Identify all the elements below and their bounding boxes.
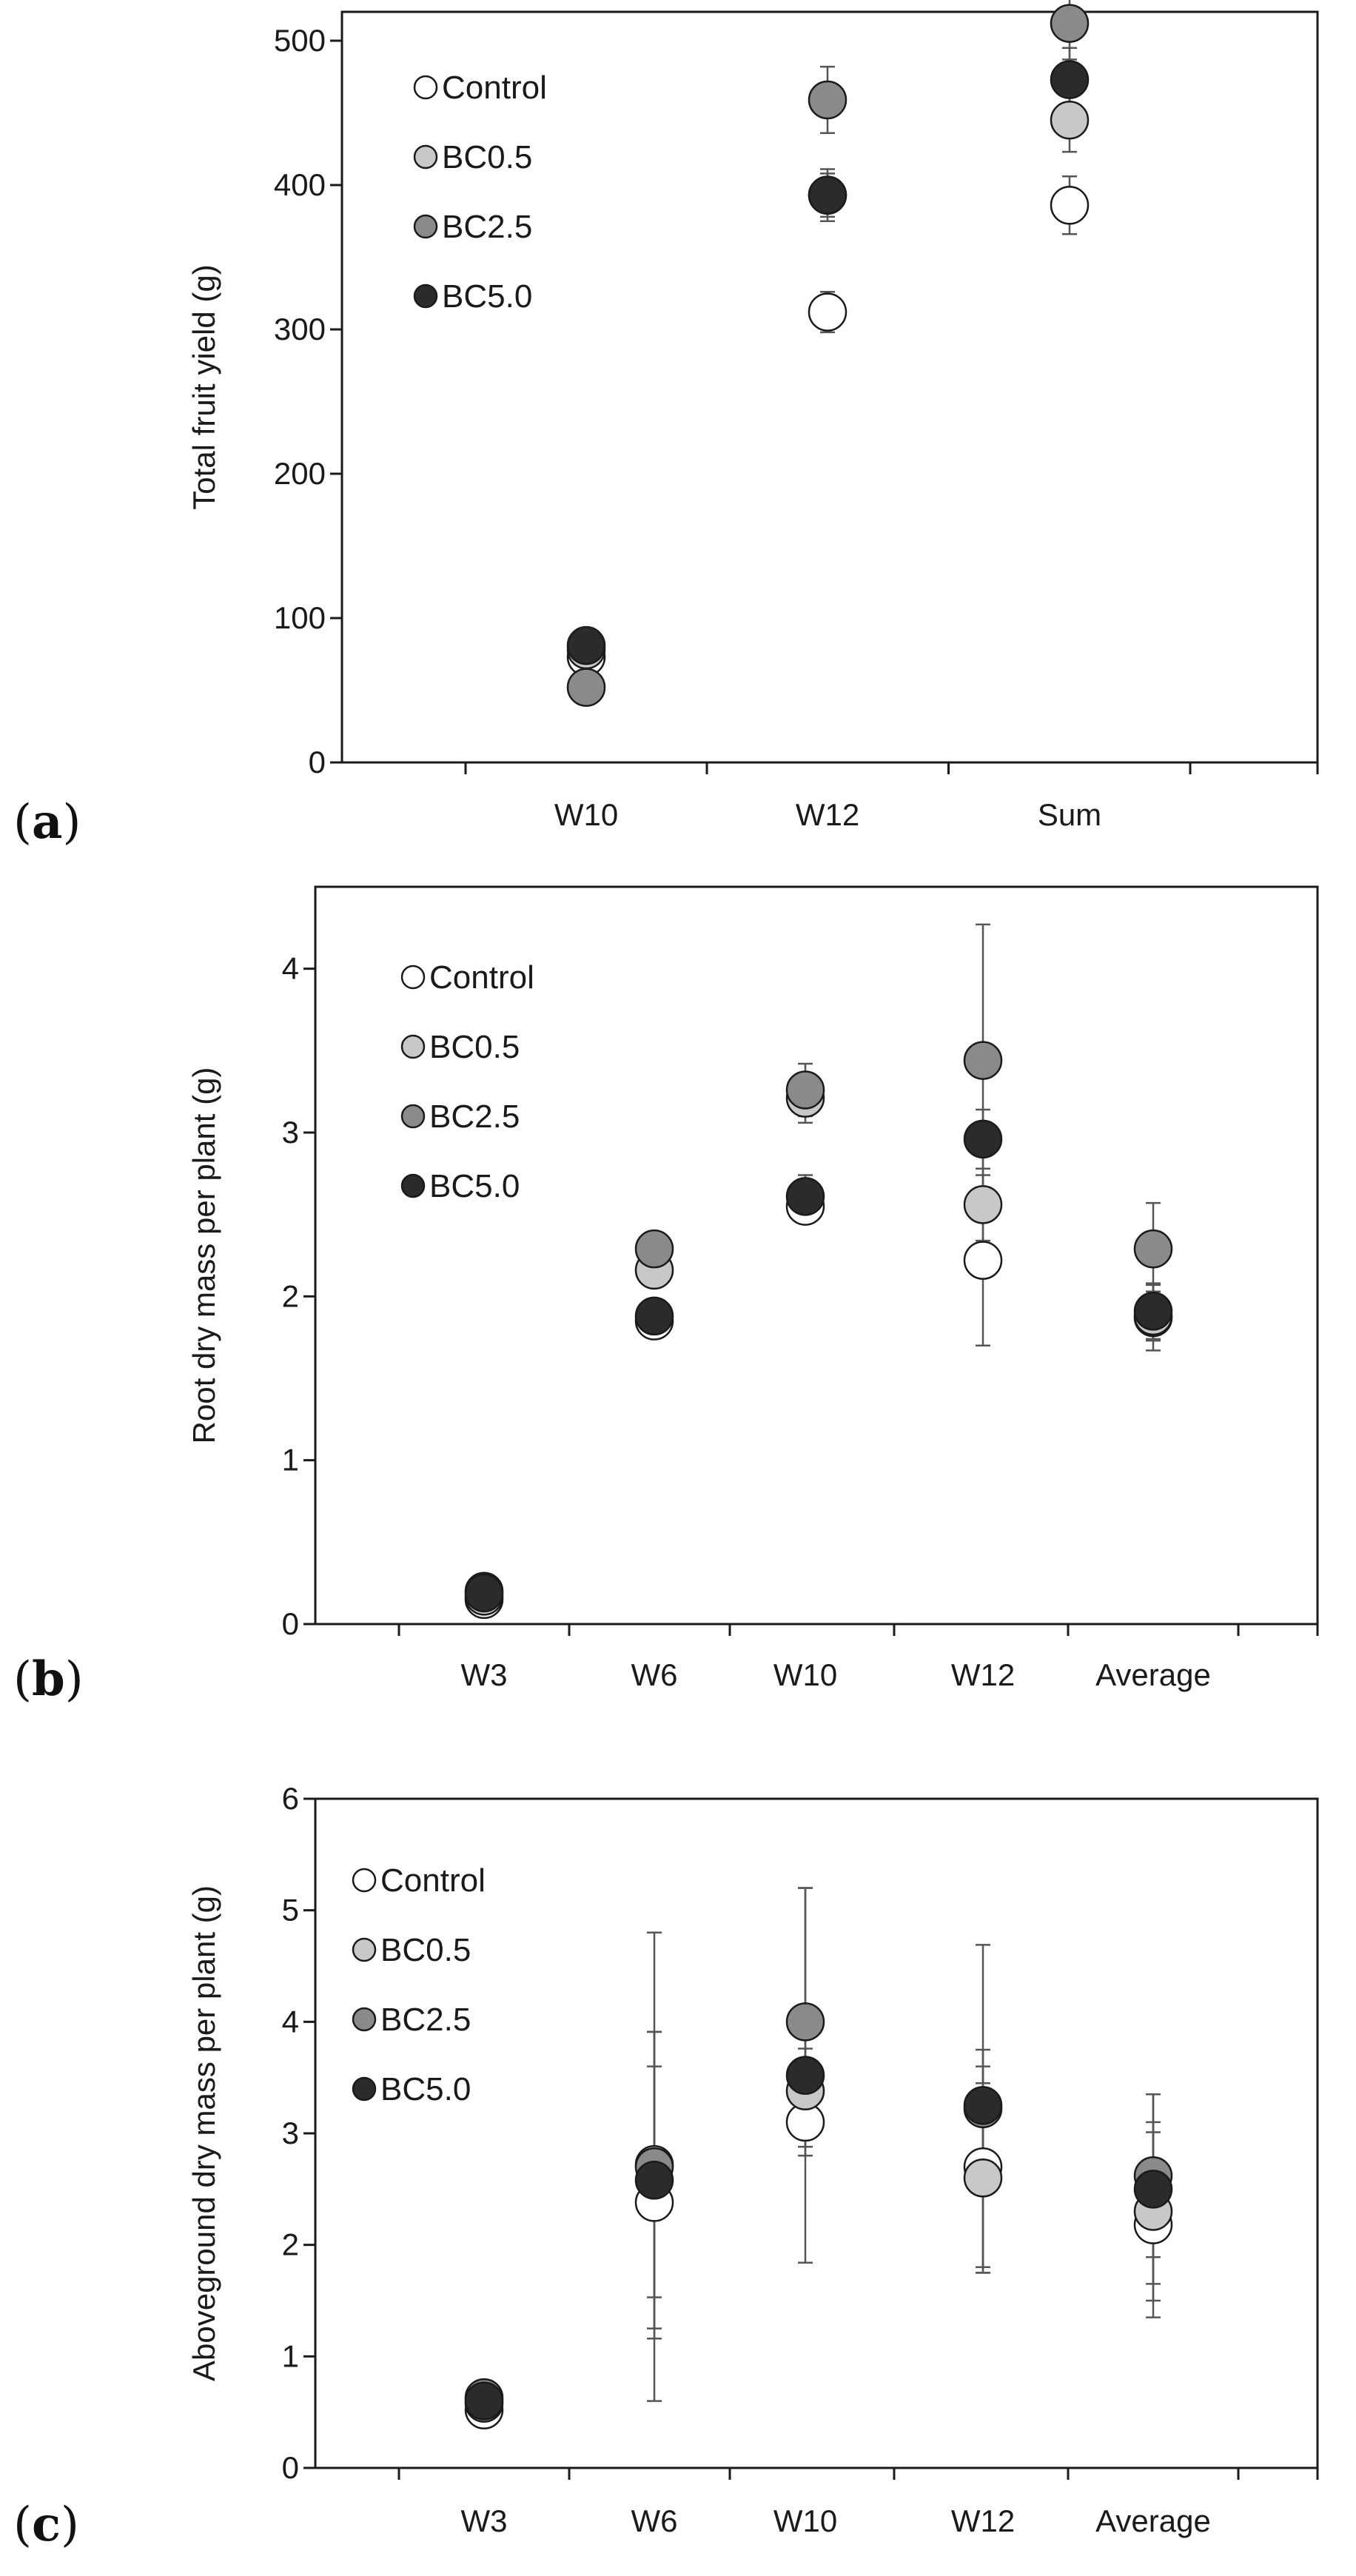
x-tick-label: Sum	[1038, 797, 1101, 832]
point-bc5-0-w12	[808, 175, 848, 215]
legend-label-bc5-0: BC5.0	[429, 1168, 520, 1204]
legend-marker-bc5-0	[352, 2076, 377, 2102]
legend-label-bc2-5: BC2.5	[380, 2002, 471, 2038]
point-bc0-5-w12	[963, 1185, 1003, 1224]
point-bc2-5-average	[1133, 1229, 1173, 1269]
legend-label-bc2-5: BC2.5	[429, 1099, 520, 1135]
panel-label: (b)	[13, 1651, 84, 1707]
legend-marker-control	[400, 965, 426, 990]
panel-c: 0 1 2 3 4 5 6 W3 W6 W10 W12 Average Aboveground dry …	[13, 1781, 1319, 2552]
y-tick-label: 5	[282, 1893, 299, 1928]
y-tick-label: 500	[274, 23, 326, 58]
legend-marker-bc0-5	[352, 1937, 377, 1962]
panel-label: (c)	[13, 2497, 79, 2552]
legend-marker-bc2-5	[413, 214, 438, 239]
legend-label-bc0-5: BC0.5	[429, 1029, 520, 1065]
legend-marker-bc2-5	[400, 1104, 426, 1129]
point-bc2-5-w6	[634, 1229, 674, 1269]
panel-label: (a)	[13, 794, 81, 850]
x-tick-label: W12	[951, 1657, 1015, 1692]
legend-marker-bc0-5	[413, 144, 438, 170]
point-bc2-5-w10	[785, 1070, 825, 1110]
y-tick-label: 100	[274, 600, 326, 635]
x-tick-label: W10	[773, 1657, 837, 1692]
point-bc5-0-w10	[785, 2056, 825, 2095]
point-bc5-0-w12	[963, 1119, 1003, 1159]
legend-marker-control	[413, 75, 438, 100]
point-bc5-0-w6	[634, 2161, 674, 2200]
legend-label-control: Control	[429, 959, 534, 996]
y-tick-label: 0	[282, 2450, 299, 2485]
x-tick-label: W3	[461, 1657, 508, 1692]
legend-label-bc0-5: BC0.5	[442, 139, 532, 175]
point-bc2-5-w12	[963, 1041, 1003, 1080]
panel-b: 0 1 2 3 4 W3 W6 W10 W12 Average Root dry mass per …	[13, 885, 1319, 1707]
point-bc2-5-w12	[808, 80, 848, 120]
y-tick-label: 4	[282, 951, 299, 986]
point-bc2-5-w10	[785, 2002, 825, 2042]
point-bc2-5-w10	[566, 668, 606, 707]
y-tick-label: 1	[282, 2338, 299, 2373]
x-tick-label: W6	[631, 1657, 678, 1692]
point-control-w12	[808, 292, 848, 332]
legend-marker-bc2-5	[352, 2007, 377, 2032]
legend-label-bc5-0: BC5.0	[442, 278, 532, 315]
x-tick-label: W12	[796, 797, 859, 832]
legend-label-control: Control	[442, 70, 547, 106]
y-tick-label: 0	[309, 745, 326, 779]
y-axis-label: Total fruit yield (g)	[187, 264, 221, 509]
y-tick-label: 3	[282, 1115, 299, 1150]
panel-a: 0 100 200 300 400 500 W10 W12 Sum Total fruit yie…	[13, 0, 1319, 850]
y-tick-label: 200	[274, 456, 326, 491]
x-tick-label: Average	[1095, 2503, 1211, 2538]
y-axis-label: Aboveground dry mass per plant (g)	[187, 1885, 221, 2381]
point-bc5-0-average	[1133, 1292, 1173, 1331]
x-tick-label: Average	[1095, 1657, 1211, 1692]
y-tick-label: 6	[282, 1781, 299, 1816]
x-tick-label: W6	[631, 2503, 678, 2538]
point-bc5-0-w10	[566, 625, 606, 665]
point-bc5-0-w10	[785, 1177, 825, 1216]
point-bc5-0-w12	[963, 2086, 1003, 2125]
x-tick-label: W12	[951, 2503, 1015, 2538]
x-tick-label: W3	[461, 2503, 508, 2538]
legend-label-bc2-5: BC2.5	[442, 209, 532, 245]
point-bc5-0-average	[1133, 2170, 1173, 2209]
y-tick-label: 400	[274, 167, 326, 202]
legend-label-bc5-0: BC5.0	[380, 2071, 471, 2107]
legend-label-bc0-5: BC0.5	[380, 1932, 471, 1968]
point-bc5-0-w6	[634, 1296, 674, 1336]
point-bc2-5-sum	[1050, 4, 1090, 43]
y-tick-label: 0	[282, 1606, 299, 1641]
y-tick-label: 3	[282, 2116, 299, 2150]
legend-marker-bc0-5	[400, 1034, 426, 1059]
point-bc5-0-w3	[464, 1573, 504, 1613]
y-tick-label: 300	[274, 312, 326, 346]
legend-marker-bc5-0	[413, 284, 438, 309]
point-bc5-0-w3	[464, 2381, 504, 2421]
x-tick-label: W10	[773, 2503, 837, 2538]
point-bc5-0-sum	[1050, 60, 1090, 99]
y-tick-label: 4	[282, 2004, 299, 2039]
y-tick-label: 2	[282, 2227, 299, 2262]
y-tick-label: 2	[282, 1278, 299, 1313]
legend-label-control: Control	[380, 1862, 486, 1899]
legend-marker-control	[352, 1868, 377, 1893]
point-control-w12	[963, 1241, 1003, 1280]
point-bc0-5-sum	[1050, 101, 1090, 140]
x-tick-label: W10	[554, 797, 618, 832]
plot-frame	[340, 10, 1319, 764]
plot-frame	[314, 885, 1319, 1626]
y-axis-label: Root dry mass per plant (g)	[187, 1067, 221, 1444]
point-control-sum	[1050, 186, 1090, 225]
legend-marker-bc5-0	[400, 1173, 426, 1198]
point-bc0-5-w12	[963, 2159, 1003, 2198]
y-tick-label: 1	[282, 1443, 299, 1477]
